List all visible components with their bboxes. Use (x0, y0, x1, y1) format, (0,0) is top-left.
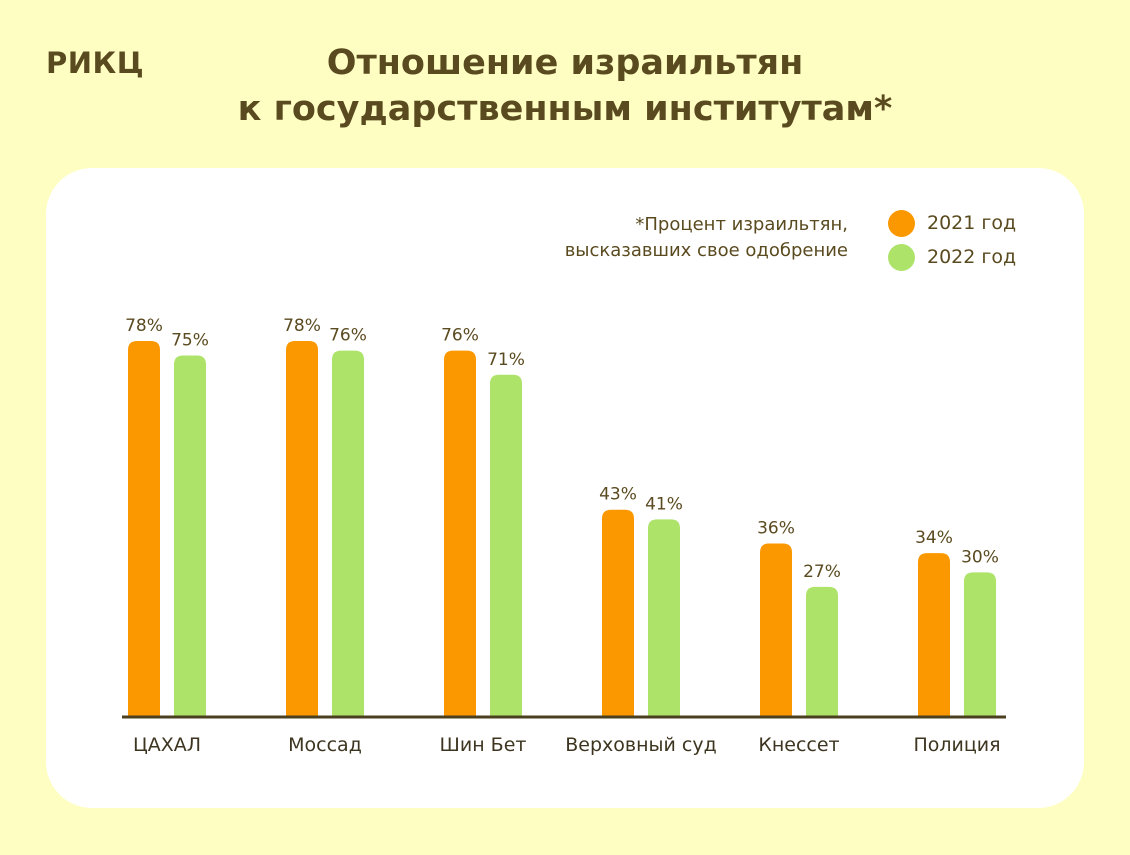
value-label-2021-5: 34% (915, 528, 953, 548)
value-label-2021-3: 43% (599, 485, 637, 505)
category-label-3: Верховный суд (565, 734, 717, 756)
bar-2021-3 (602, 509, 634, 717)
bar-2021-5 (918, 553, 950, 717)
value-label-2021-1: 78% (283, 316, 321, 336)
legend-label-2021: 2021 год (927, 212, 1017, 234)
legend-label-2022: 2022 год (927, 246, 1017, 268)
bar-2021-0 (128, 341, 160, 717)
legend-swatch-2021 (888, 209, 915, 237)
category-label-1: Моссад (288, 734, 362, 756)
value-label-2022-5: 30% (961, 547, 999, 567)
value-label-2021-4: 36% (757, 518, 795, 538)
legend-item-2022: 2022 год (888, 240, 1016, 274)
bar-2021-1 (286, 341, 318, 717)
category-label-0: ЦАХАЛ (133, 734, 201, 756)
value-label-2022-0: 75% (171, 331, 209, 351)
chart-card: *Процент израильтян, высказавших свое од… (46, 168, 1084, 808)
footnote-line-1: *Процент израильтян, (635, 214, 848, 235)
value-label-2022-2: 71% (487, 350, 525, 370)
brand-logo: РИКЦ (46, 46, 145, 80)
category-label-5: Полиция (913, 734, 1000, 756)
category-label-4: Кнессет (758, 734, 839, 756)
chart-legend: 2021 год 2022 год (888, 206, 1016, 274)
value-label-2021-0: 78% (125, 316, 163, 336)
chart-footnote: *Процент израильтян, высказавших свое од… (565, 212, 848, 264)
bar-2021-4 (760, 543, 792, 717)
footnote-line-2: высказавших свое одобрение (564, 240, 848, 261)
chart-title: Отношение израильтян к государственным и… (200, 40, 930, 132)
bar-2022-5 (964, 572, 996, 717)
bar-2021-2 (444, 350, 476, 717)
legend-item-2021: 2021 год (888, 206, 1016, 240)
value-label-2022-3: 41% (645, 494, 683, 514)
value-label-2022-4: 27% (803, 562, 841, 582)
bar-2022-2 (490, 374, 522, 717)
bar-2022-0 (174, 355, 206, 717)
category-label-2: Шин Бет (440, 734, 527, 756)
bar-2022-3 (648, 519, 680, 717)
chart-title-line-1: Отношение израильтян (326, 43, 804, 83)
bar-chart: 78% 75% ЦАХАЛ 78% 76% Моссад 76% 71% Шин Бет 43% 4… (122, 316, 1006, 756)
chart-title-line-2: к государственным институтам* (237, 89, 893, 129)
value-label-2021-2: 76% (441, 326, 479, 346)
bar-2022-1 (332, 350, 364, 717)
bar-2022-4 (806, 586, 838, 717)
legend-swatch-2022 (888, 243, 915, 271)
value-label-2022-1: 76% (329, 326, 367, 346)
